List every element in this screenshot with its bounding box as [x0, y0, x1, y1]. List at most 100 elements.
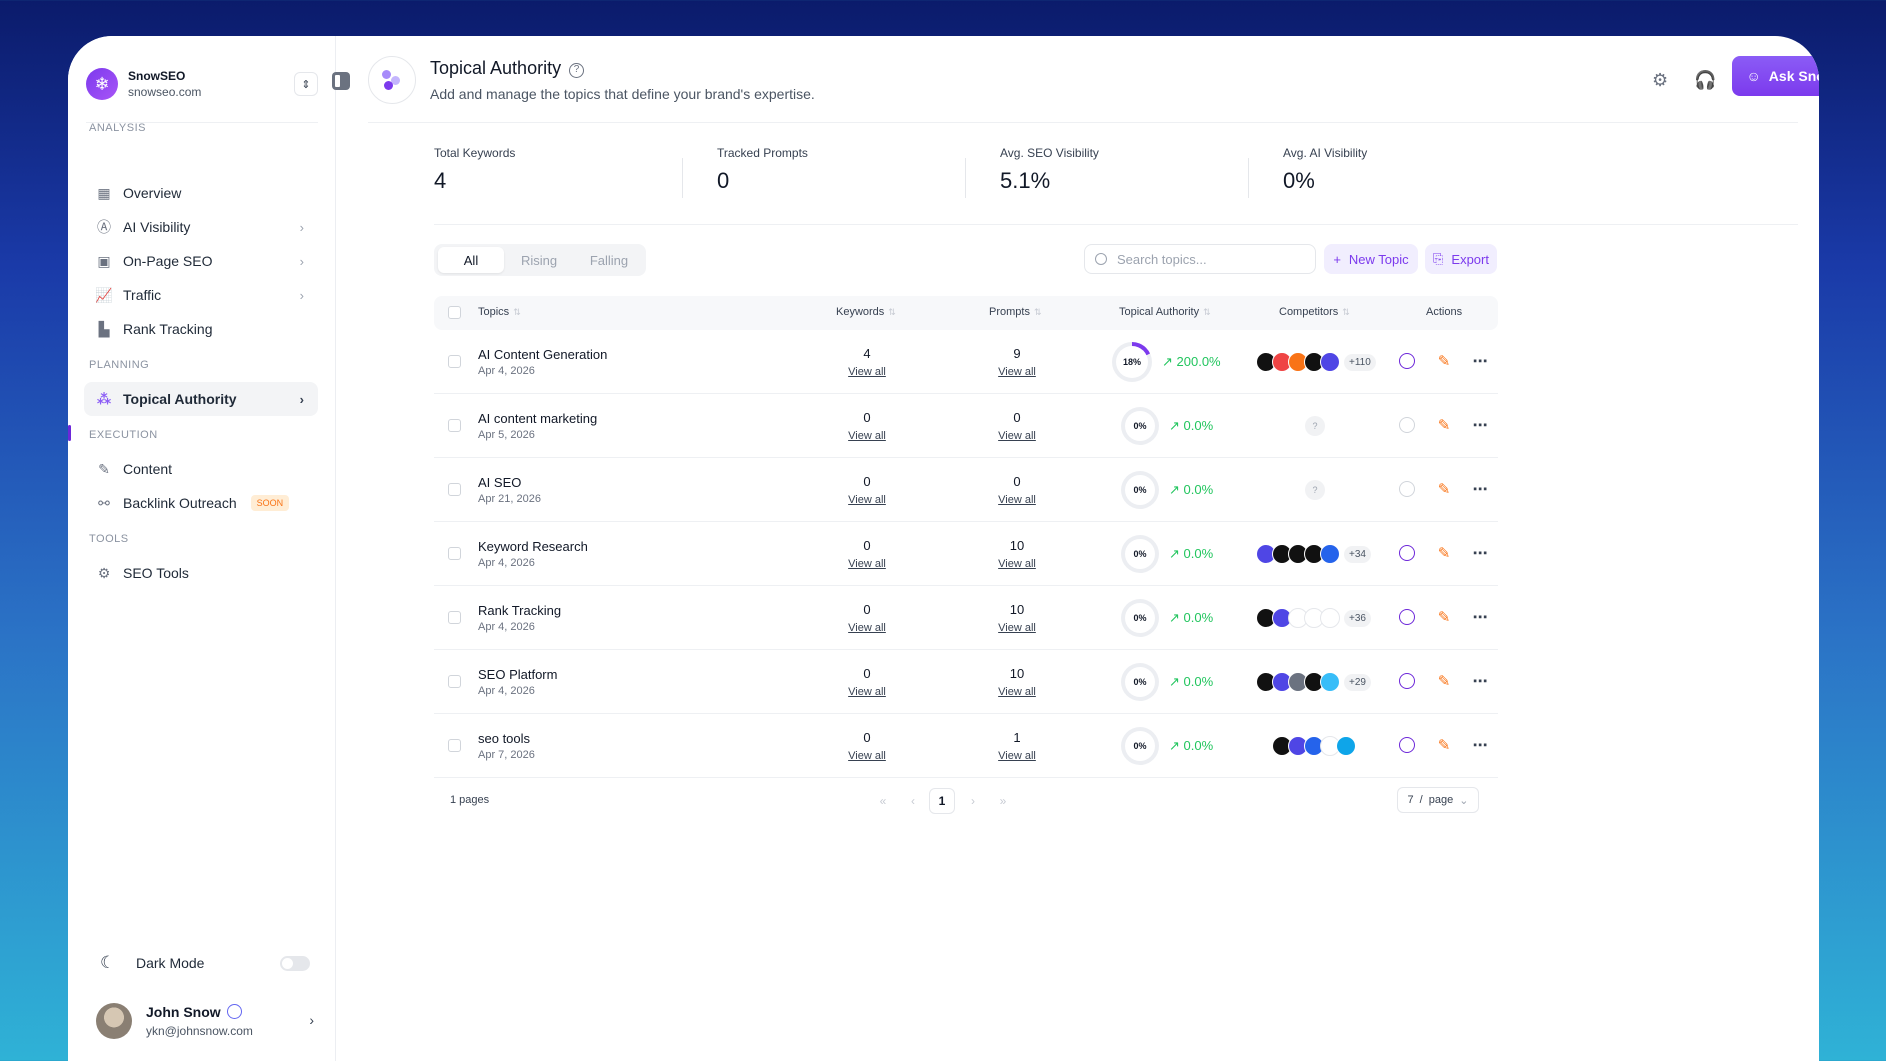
prompts-view-all-link[interactable]: View all — [998, 366, 1036, 378]
row-checkbox[interactable] — [448, 739, 461, 752]
more-actions-icon[interactable]: ⋯ — [1472, 673, 1488, 690]
prompts-view-all-link[interactable]: View all — [998, 494, 1036, 506]
page-size-select[interactable]: 7 / page ⌄ — [1397, 787, 1479, 813]
topic-name[interactable]: Rank Tracking — [478, 603, 562, 618]
more-actions-icon[interactable]: ⋯ — [1472, 609, 1488, 626]
target-action-icon[interactable] — [1398, 480, 1416, 498]
search-input[interactable] — [1117, 251, 1297, 267]
keywords-view-all-link[interactable]: View all — [848, 366, 886, 378]
competitor-logos[interactable]: +36 — [1256, 608, 1371, 628]
sidebar-collapse-icon[interactable] — [332, 72, 350, 90]
column-keywords[interactable]: Keywords ⇅ — [836, 306, 896, 318]
sidebar-item-topical-authority[interactable]: ⁂ Topical Authority › — [84, 382, 318, 416]
tab-all[interactable]: All — [438, 247, 504, 273]
feather-action-icon[interactable]: ✎ — [1437, 353, 1451, 370]
competitor-logos[interactable]: +34 — [1256, 544, 1371, 564]
select-all-checkbox[interactable] — [448, 306, 461, 319]
sidebar-item-overview[interactable]: ▦ Overview — [84, 176, 318, 210]
competitor-logos[interactable] — [1272, 736, 1356, 756]
sidebar-item-backlink-outreach[interactable]: ⚯ Backlink Outreach SOON — [84, 486, 318, 520]
target-action-icon[interactable] — [1398, 352, 1416, 370]
feather-action-icon[interactable]: ✎ — [1437, 417, 1451, 434]
page-button-current[interactable]: 1 — [929, 788, 955, 814]
row-checkbox[interactable] — [448, 675, 461, 688]
chevron-updown-icon[interactable]: ⇕ — [294, 72, 318, 96]
tab-rising[interactable]: Rising — [520, 252, 558, 268]
export-button[interactable]: ⎘ Export — [1425, 244, 1497, 274]
help-icon[interactable]: ? — [569, 63, 585, 78]
more-actions-icon[interactable]: ⋯ — [1472, 545, 1488, 562]
keywords-view-all-link[interactable]: View all — [848, 686, 886, 698]
column-prompts[interactable]: Prompts ⇅ — [989, 306, 1042, 318]
prompts-view-all-link[interactable]: View all — [998, 750, 1036, 762]
keywords-view-all-link[interactable]: View all — [848, 622, 886, 634]
feather-action-icon[interactable]: ✎ — [1437, 545, 1451, 562]
user-menu[interactable]: John Snow ykn@johnsnow.com › — [96, 998, 318, 1044]
new-topic-button[interactable]: + New Topic — [1324, 244, 1418, 274]
target-action-icon[interactable] — [1398, 672, 1416, 690]
more-actions-icon[interactable]: ⋯ — [1472, 737, 1488, 754]
keywords-view-all-link[interactable]: View all — [848, 494, 886, 506]
target-action-icon[interactable] — [1398, 416, 1416, 434]
sidebar-item-seo-tools[interactable]: ⚙ SEO Tools — [84, 556, 318, 590]
soon-badge: SOON — [250, 495, 290, 511]
topic-name[interactable]: Keyword Research — [478, 539, 588, 554]
tab-falling[interactable]: Falling — [589, 252, 629, 268]
row-checkbox[interactable] — [448, 483, 461, 496]
prompts-view-all-link[interactable]: View all — [998, 558, 1036, 570]
settings-gear-icon[interactable]: ⚙ — [1652, 70, 1669, 90]
topic-name[interactable]: AI content marketing — [478, 411, 598, 426]
row-checkbox[interactable] — [448, 547, 461, 560]
sidebar-item-content[interactable]: ✎ Content — [84, 452, 318, 486]
feather-action-icon[interactable]: ✎ — [1437, 481, 1451, 498]
sidebar-item-on-page-seo[interactable]: ▣ On-Page SEO › — [84, 244, 318, 278]
table-row[interactable]: Rank Tracking Apr 4, 2026 0 View all 10 … — [434, 586, 1498, 650]
keywords-view-all-link[interactable]: View all — [848, 430, 886, 442]
topic-name[interactable]: seo tools — [478, 731, 531, 746]
row-checkbox[interactable] — [448, 611, 461, 624]
feather-action-icon[interactable]: ✎ — [1437, 673, 1451, 690]
table-row[interactable]: seo tools Apr 7, 2026 0 View all 1 View … — [434, 714, 1498, 778]
topic-name[interactable]: AI SEO — [478, 475, 522, 490]
table-row[interactable]: AI Content Generation Apr 4, 2026 4 View… — [434, 330, 1498, 394]
competitor-logos[interactable]: +110 — [1256, 352, 1376, 372]
workspace-switcher[interactable]: ❄ SnowSEO snowseo.com ⇕ — [86, 64, 318, 104]
more-actions-icon[interactable]: ⋯ — [1472, 353, 1488, 370]
keywords-view-all-link[interactable]: View all — [848, 558, 886, 570]
table-row[interactable]: AI SEO Apr 21, 2026 0 View all 0 View al… — [434, 458, 1498, 522]
sidebar-item-label: Backlink Outreach — [123, 495, 237, 511]
table-row[interactable]: SEO Platform Apr 4, 2026 0 View all 10 V… — [434, 650, 1498, 714]
column-topics[interactable]: Topics ⇅ — [478, 306, 521, 318]
keywords-view-all-link[interactable]: View all — [848, 750, 886, 762]
first-page-icon[interactable]: « — [879, 794, 887, 808]
topic-name[interactable]: SEO Platform — [478, 667, 558, 682]
headset-icon[interactable]: 🎧 — [1694, 70, 1717, 90]
prompts-view-all-link[interactable]: View all — [998, 686, 1036, 698]
target-action-icon[interactable] — [1398, 608, 1416, 626]
dark-mode-toggle[interactable] — [280, 956, 310, 971]
feather-action-icon[interactable]: ✎ — [1437, 737, 1451, 754]
prev-page-icon[interactable]: ‹ — [911, 794, 915, 808]
table-row[interactable]: Keyword Research Apr 4, 2026 0 View all … — [434, 522, 1498, 586]
sidebar-item-ai-visibility[interactable]: Ⓐ AI Visibility › — [84, 210, 318, 244]
competitor-logos[interactable]: +29 — [1256, 672, 1371, 692]
target-action-icon[interactable] — [1398, 544, 1416, 562]
more-actions-icon[interactable]: ⋯ — [1472, 417, 1488, 434]
target-action-icon[interactable] — [1398, 736, 1416, 754]
sidebar-item-rank-tracking[interactable]: ▙ Rank Tracking — [84, 312, 318, 346]
prompts-view-all-link[interactable]: View all — [998, 622, 1036, 634]
column-topical-authority[interactable]: Topical Authority ⇅ — [1119, 306, 1211, 318]
topic-name[interactable]: AI Content Generation — [478, 347, 608, 362]
next-page-icon[interactable]: › — [971, 794, 975, 808]
row-checkbox[interactable] — [448, 419, 461, 432]
last-page-icon[interactable]: » — [999, 794, 1007, 808]
authority-change: ↗ 0.0% — [1169, 674, 1213, 690]
sidebar-item-traffic[interactable]: 📈 Traffic › — [84, 278, 318, 312]
feather-action-icon[interactable]: ✎ — [1437, 609, 1451, 626]
more-actions-icon[interactable]: ⋯ — [1472, 481, 1488, 498]
column-competitors[interactable]: Competitors ⇅ — [1279, 306, 1350, 318]
prompts-view-all-link[interactable]: View all — [998, 430, 1036, 442]
table-row[interactable]: AI content marketing Apr 5, 2026 0 View … — [434, 394, 1498, 458]
row-checkbox[interactable] — [448, 355, 461, 368]
